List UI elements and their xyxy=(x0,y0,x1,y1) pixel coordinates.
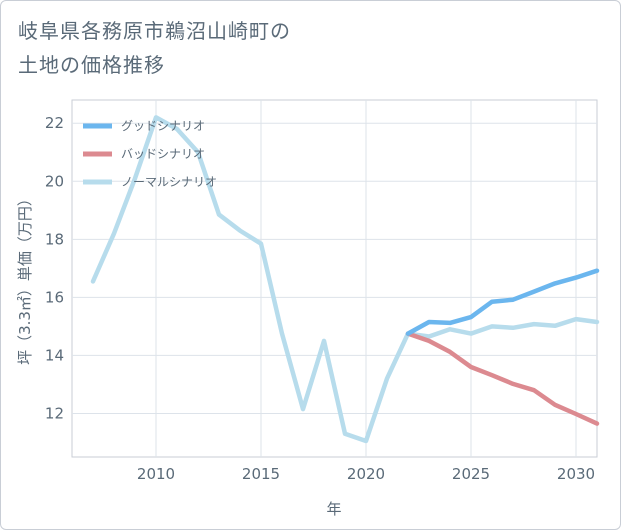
x-tick-label: 2015 xyxy=(242,465,280,483)
x-tick-label: 2025 xyxy=(452,465,490,483)
y-tick-label: 16 xyxy=(45,288,64,306)
y-tick-label: 20 xyxy=(45,172,64,190)
chart-title: 岐阜県各務原市鵜沼山崎町の 土地の価格推移 xyxy=(18,14,578,82)
y-tick-label: 14 xyxy=(45,346,64,364)
y-axis-title: 坪（3.3㎡）単価（万円） xyxy=(16,191,34,365)
series-layer xyxy=(90,115,600,444)
y-tick-label: 12 xyxy=(45,404,64,422)
grid-lines xyxy=(72,100,597,457)
title-line-2: 土地の価格推移 xyxy=(18,53,165,77)
y-tick-label: 22 xyxy=(45,114,64,132)
y-axis-ticks: 12 14 16 18 20 22 xyxy=(45,114,64,422)
title-line-1: 岐阜県各務原市鵜沼山崎町の xyxy=(18,19,291,43)
y-tick-label: 18 xyxy=(45,230,64,248)
series-line-0 xyxy=(405,268,600,336)
x-tick-label: 2010 xyxy=(137,465,175,483)
x-tick-label: 2030 xyxy=(557,465,595,483)
x-axis-ticks: 2010 2015 2020 2025 2030 xyxy=(137,465,595,483)
legend-label-0: グッドシナリオ xyxy=(121,119,205,133)
legend-label-1: バッドシナリオ xyxy=(121,147,205,161)
legend-label-2: ノーマルシナリオ xyxy=(121,175,217,189)
series-line-1 xyxy=(405,331,600,426)
series-line-2 xyxy=(90,115,600,444)
x-tick-label: 2020 xyxy=(347,465,385,483)
x-axis-title: 年 xyxy=(326,500,341,518)
